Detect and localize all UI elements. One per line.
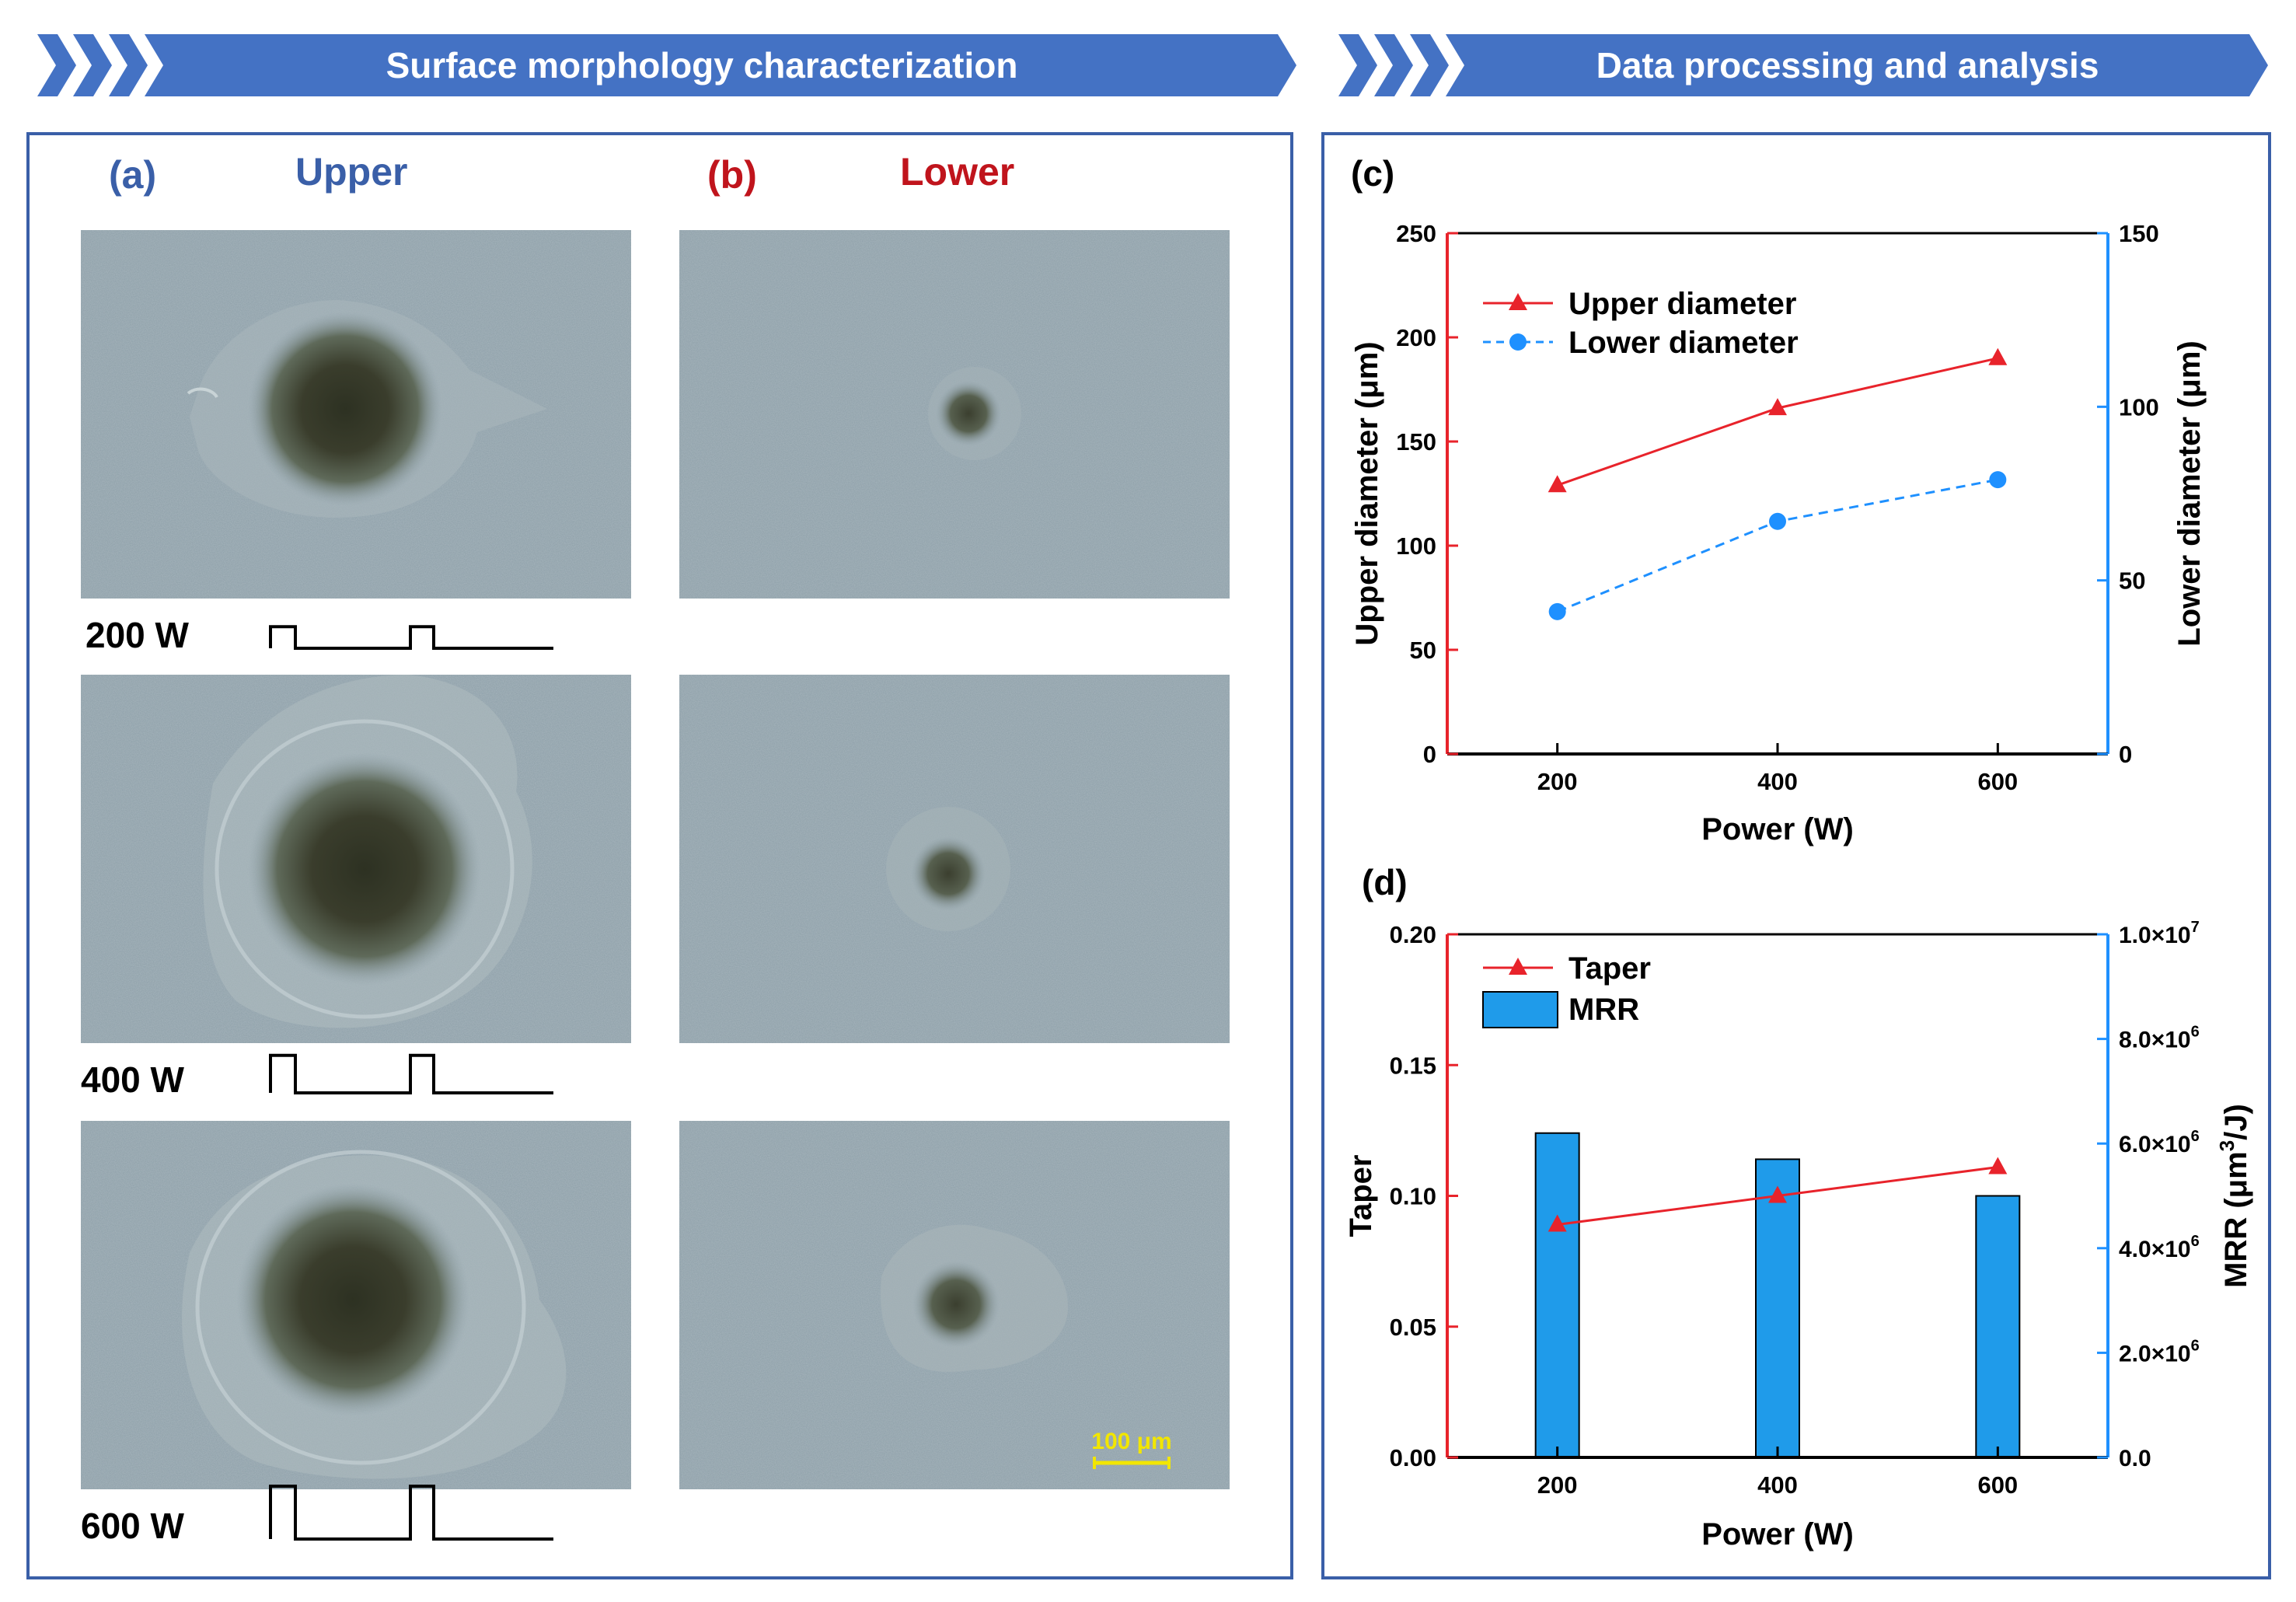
upper-micrograph-400w (81, 675, 631, 1043)
power-label-200w: 200 W (85, 615, 189, 655)
lower-micrograph-400w (679, 675, 1230, 1043)
taper-point (1548, 1214, 1567, 1232)
taper-point (1988, 1157, 2008, 1174)
mrr-bar (1755, 1158, 1800, 1458)
panel-a-label: (a) (109, 153, 157, 197)
x-axis-title: Power (W) (1701, 812, 1854, 846)
right-tick-label: 150 (2119, 220, 2159, 247)
right-tick-label: 4.0×106 (2119, 1233, 2200, 1262)
right-tick-label: 2.0×106 (2119, 1337, 2200, 1366)
x-axis-title: Power (W) (1701, 1517, 1854, 1551)
mrr-bar (1975, 1195, 2021, 1458)
x-tick-label: 600 (1977, 768, 2018, 795)
panel-d-label: (d) (1362, 862, 1408, 902)
legend-upper-label: Upper diameter (1568, 287, 1796, 321)
upper-diameter-point (1548, 475, 1567, 493)
right-tick-label: 1.0×107 (2119, 919, 2200, 948)
right-tick-label: 50 (2119, 567, 2145, 595)
legend-lower-marker (1509, 333, 1527, 351)
left-tick-label: 250 (1396, 220, 1436, 247)
lower-micrograph-200w (679, 230, 1230, 599)
lower-micrograph-600w: 100 μm (679, 1121, 1230, 1489)
left-tick-label: 0.15 (1390, 1052, 1436, 1079)
legend-mrr-label: MRR (1568, 993, 1639, 1027)
lower-diameter-point (1548, 602, 1566, 620)
left-banner: Surface morphology characterization (37, 34, 1296, 96)
x-tick-label: 400 (1757, 768, 1798, 795)
mrr-bar (1534, 1132, 1580, 1458)
left-tick-label: 0 (1423, 741, 1436, 768)
morphology-panel (26, 132, 1293, 1579)
lower-diameter-line (1557, 478, 1998, 613)
left-tick-label: 200 (1396, 324, 1436, 351)
panel-a-title: Upper (295, 150, 408, 194)
left-tick-label: 0.05 (1390, 1314, 1436, 1341)
right-banner-arrows (1338, 34, 2268, 96)
lower-diameter-point (1769, 512, 1786, 530)
left-banner-arrows (37, 34, 1296, 96)
upper-diameter-point (1768, 398, 1787, 416)
pulse-diagram-200w (269, 625, 553, 650)
lower-diameter-point (1989, 471, 2007, 489)
left-axis-title: Upper diameter (μm) (1350, 341, 1384, 645)
power-label-400w: 400 W (81, 1059, 184, 1100)
upper-micrograph-200w (81, 230, 631, 599)
legend-taper-marker (1509, 958, 1527, 975)
legend-mrr-swatch (1482, 991, 1558, 1028)
pulse-diagram-400w (269, 1053, 553, 1094)
taper-mrr-chart: 0.00 0.05 0.10 0.15 0.20 0.0 2.0×106 4.0×106 6.0… (1344, 919, 2253, 1551)
right-banner: Data processing and analysis (1338, 34, 2268, 96)
left-tick-label: 0.20 (1390, 921, 1436, 948)
x-tick-label: 400 (1757, 1471, 1798, 1499)
legend-taper-label: Taper (1568, 951, 1651, 986)
x-tick-label: 200 (1537, 768, 1578, 795)
pulse-waveform (269, 1053, 553, 1094)
upper-diameter-point (1988, 347, 2008, 365)
upper-diameter-line (1557, 357, 1998, 487)
analysis-panel (1321, 132, 2271, 1579)
panel-c-label: (c) (1351, 153, 1395, 194)
scale-bar-label: 100 μm (1091, 1429, 1171, 1454)
right-banner-title: Data processing and analysis (1596, 45, 2099, 86)
panel-b-label: (b) (707, 153, 757, 197)
pulse-diagram-600w (269, 1485, 553, 1541)
right-tick-label: 6.0×106 (2119, 1128, 2200, 1157)
right-axis-title: Lower diameter (μm) (2172, 340, 2207, 646)
pulse-waveform (269, 625, 553, 650)
taper-point (1768, 1185, 1787, 1203)
right-tick-label: 100 (2119, 393, 2159, 421)
right-tick-label: 8.0×106 (2119, 1024, 2200, 1053)
left-tick-label: 150 (1396, 428, 1436, 455)
left-tick-label: 0.10 (1390, 1183, 1436, 1210)
power-label-600w: 600 W (81, 1506, 184, 1546)
left-tick-label: 100 (1396, 532, 1436, 560)
left-tick-label: 0.00 (1390, 1444, 1436, 1471)
legend-lower-label: Lower diameter (1568, 326, 1799, 360)
upper-micrograph-600w (81, 1121, 631, 1489)
x-tick-label: 600 (1977, 1471, 2018, 1499)
right-axis-title: MRR (μm3/J) (2215, 1104, 2253, 1288)
right-tick-label: 0.0 (2119, 1446, 2151, 1471)
pulse-waveform (269, 1485, 553, 1541)
right-tick-label: 0 (2119, 741, 2132, 768)
diameter-line-chart: 0 50 100 150 200 250 0 50 100 150 200 400 600 Power (… (1350, 220, 2207, 846)
left-axis-title: Taper (1344, 1155, 1378, 1237)
panel-b-title: Lower (900, 150, 1015, 194)
left-banner-title: Surface morphology characterization (386, 45, 1018, 86)
x-tick-label: 200 (1537, 1471, 1578, 1499)
left-tick-label: 50 (1410, 637, 1436, 664)
legend-upper-marker (1509, 293, 1527, 310)
